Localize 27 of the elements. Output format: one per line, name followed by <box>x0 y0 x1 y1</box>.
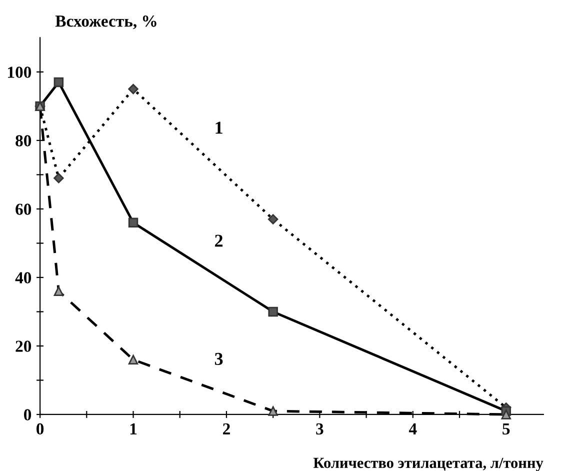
y-tick-label: 0 <box>24 409 32 420</box>
y-tick-label: 60 <box>16 204 32 215</box>
x-tick-label: 1 <box>130 423 137 434</box>
point <box>128 354 138 365</box>
series-label: 1 <box>216 122 222 134</box>
series-label: 3 <box>214 352 223 366</box>
point <box>501 410 511 420</box>
x-axis-title: Количество этилацетата, л/тонну <box>313 458 544 471</box>
point <box>128 84 138 94</box>
point <box>54 77 64 88</box>
point <box>128 218 138 228</box>
point <box>268 214 278 224</box>
y-tick-label: 20 <box>16 340 32 352</box>
y-tick-label: 80 <box>16 135 32 146</box>
x-tick-label: 2 <box>223 423 230 434</box>
y-axis-title: Всхожесть, % <box>55 16 156 30</box>
y-tick-label: 100 <box>8 66 32 78</box>
x-tick-label: 4 <box>408 423 417 434</box>
x-tick-label: 0 <box>36 423 44 435</box>
point <box>268 306 278 317</box>
point <box>268 406 278 416</box>
x-tick-label: 3 <box>316 423 324 435</box>
y-tick-label: 40 <box>15 272 32 284</box>
point <box>54 286 64 296</box>
x-tick-label: 5 <box>502 423 510 435</box>
series-label: 2 <box>215 234 223 247</box>
point <box>54 173 64 184</box>
